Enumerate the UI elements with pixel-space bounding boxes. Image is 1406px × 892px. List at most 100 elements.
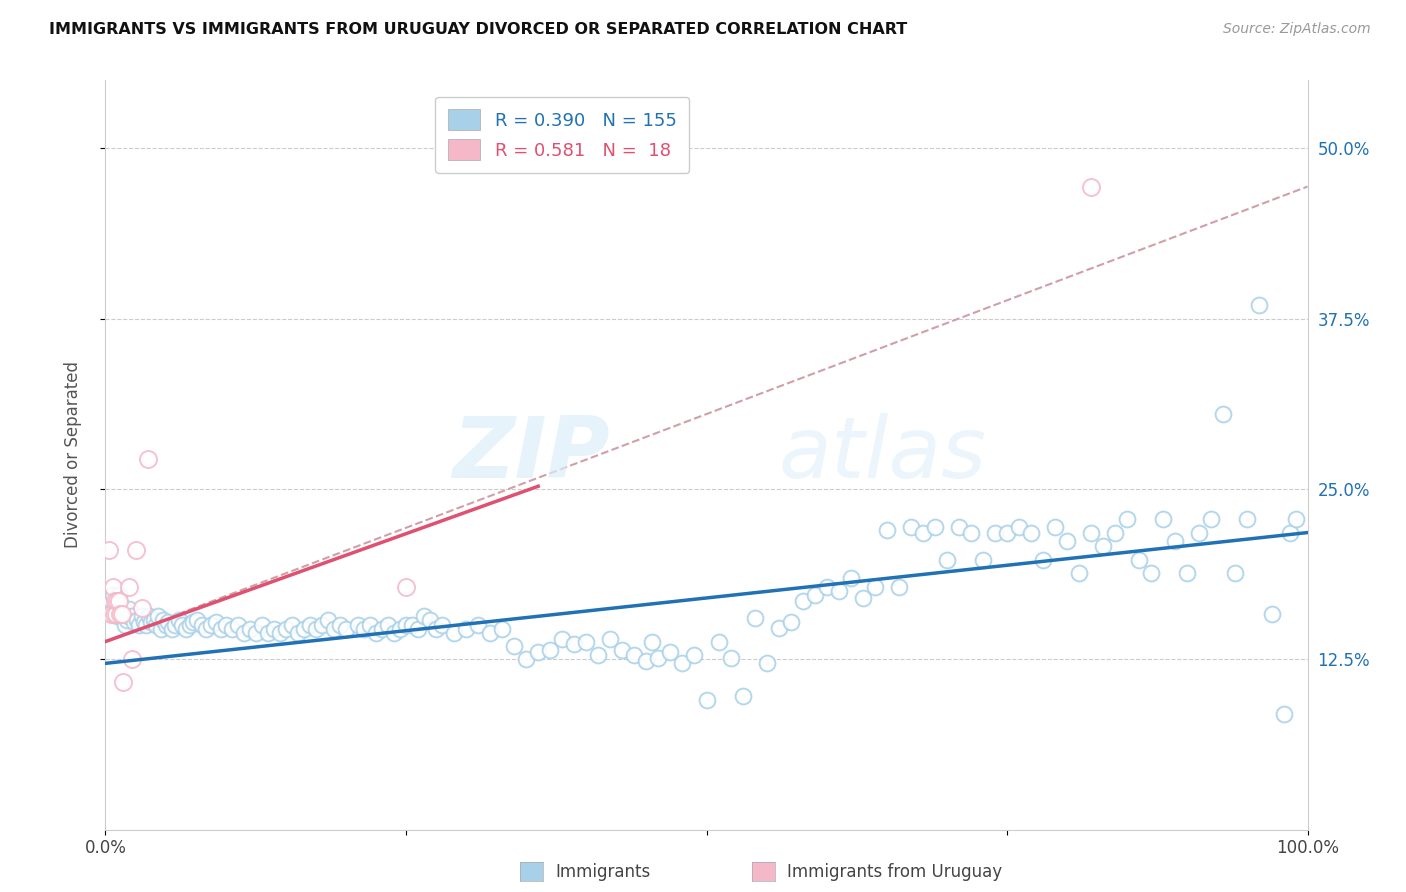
Point (984, 525, 1007, 540)
Point (924, 520, 946, 534)
Point (181, 615, 204, 630)
Point (671, 657, 693, 671)
Point (226, 618, 249, 632)
Point (190, 618, 212, 632)
Point (274, 622, 297, 636)
Point (641, 634, 664, 648)
Point (125, 613, 148, 627)
Point (298, 618, 321, 632)
Point (179, 618, 201, 632)
Point (382, 626, 405, 640)
Point (132, 615, 155, 630)
Point (1008, 520, 1031, 534)
Point (329, 618, 352, 632)
Point (121, 652, 143, 666)
Point (623, 648, 645, 663)
Point (114, 618, 136, 632)
Point (245, 626, 267, 640)
Point (779, 615, 801, 630)
Point (287, 626, 309, 640)
Point (863, 580, 886, 594)
Point (136, 452, 159, 467)
Point (101, 588, 124, 602)
Point (139, 615, 162, 630)
Point (503, 639, 526, 653)
Point (110, 599, 132, 614)
Point (112, 602, 135, 616)
Point (165, 618, 187, 632)
Point (803, 588, 825, 602)
Point (527, 645, 550, 659)
Point (491, 622, 513, 636)
Point (256, 626, 278, 640)
Point (1104, 525, 1126, 540)
Point (155, 618, 177, 632)
Point (876, 523, 898, 537)
Point (108, 607, 131, 622)
Point (311, 618, 333, 632)
Point (104, 593, 127, 607)
Point (575, 634, 598, 648)
Point (195, 622, 218, 636)
Point (142, 613, 165, 627)
Point (395, 618, 418, 632)
Point (1236, 512, 1258, 526)
Point (322, 622, 344, 636)
Point (105, 602, 128, 616)
Point (413, 608, 436, 623)
Point (305, 622, 328, 636)
Point (538, 642, 561, 657)
Point (1092, 539, 1115, 553)
Point (562, 637, 585, 651)
Point (551, 632, 574, 646)
Point (1272, 706, 1295, 721)
Point (696, 693, 718, 707)
Point (124, 543, 146, 558)
Y-axis label: Divorced or Separated: Divorced or Separated (63, 361, 82, 549)
Point (209, 622, 232, 636)
Point (815, 580, 838, 594)
Point (731, 689, 754, 703)
Point (768, 621, 790, 635)
Point (720, 651, 742, 665)
Point (755, 657, 778, 671)
Point (683, 648, 706, 663)
Point (108, 605, 131, 619)
Point (588, 648, 610, 663)
Point (205, 615, 228, 630)
Point (1043, 520, 1066, 534)
Point (792, 593, 814, 607)
Point (636, 654, 658, 668)
Point (364, 626, 387, 640)
Point (103, 607, 125, 622)
Point (377, 618, 399, 632)
Point (145, 618, 167, 632)
Point (744, 611, 766, 625)
Point (1019, 525, 1042, 540)
Point (1140, 566, 1163, 581)
Point (900, 520, 922, 534)
Point (839, 570, 862, 584)
Point (647, 651, 669, 665)
Point (347, 618, 370, 632)
Point (98, 543, 121, 558)
Point (107, 588, 129, 602)
Point (111, 608, 134, 623)
Point (388, 622, 411, 636)
Point (118, 580, 141, 594)
Point (186, 613, 208, 627)
Point (960, 525, 983, 540)
Point (118, 602, 141, 616)
Point (467, 618, 489, 632)
Point (131, 600, 153, 615)
Point (1128, 553, 1150, 567)
Text: ZIP: ZIP (453, 413, 610, 497)
Point (948, 520, 970, 534)
Point (1284, 512, 1306, 526)
Point (1116, 512, 1139, 526)
Point (371, 622, 394, 636)
Point (1164, 533, 1187, 548)
Legend: R = 0.390   N = 155, R = 0.581   N =  18: R = 0.390 N = 155, R = 0.581 N = 18 (436, 97, 689, 173)
Point (214, 618, 236, 632)
Point (124, 615, 146, 630)
